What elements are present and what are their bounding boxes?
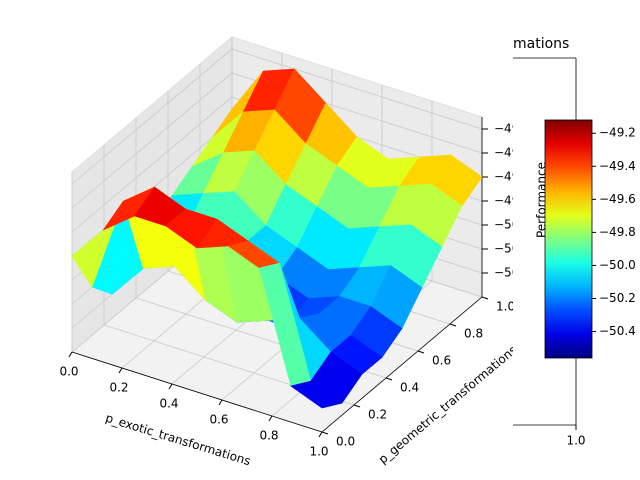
x-tick-label: 0.0 [59,365,78,379]
y-tick [481,296,489,300]
colorbar-tick-label: −50.0 [599,258,636,272]
y-tick-label: 0.6 [432,354,451,368]
y-tick [385,377,393,381]
grid-line [71,96,483,233]
x-tick-label: 0.6 [209,413,228,427]
x-tick [268,415,273,422]
x-tick-label: 0.4 [159,397,178,411]
x-tick [118,367,123,374]
y-tick-label: 0.8 [464,327,483,341]
y-tick [321,431,329,435]
chart-title: mations [513,36,569,52]
colorbar-tick-label: −50.4 [599,324,636,338]
y-tick-label: 0.0 [336,435,355,449]
x-tick [68,351,73,358]
colorbar-tick-label: −49.8 [599,225,636,239]
y-tick [353,404,361,408]
x-tick-label: 1.0 [309,445,328,459]
y-tick-label: 1.0 [496,300,515,314]
y-tick [417,350,425,354]
x-tick [318,431,323,438]
plot-area: 0.00.20.40.60.81.00.00.20.40.60.81.0−50.… [59,35,531,469]
grid-line [71,48,483,185]
y-tick-label: 0.4 [400,381,419,395]
x-axis-line [71,351,323,433]
colorbar-tick-label: −49.6 [599,192,636,206]
x-axis-label: p_exotic_transformations [104,411,252,469]
x-tick [218,399,223,406]
colorbar-tick-label: −49.2 [599,126,636,140]
grid-line [71,72,483,209]
y-tick-label: 0.2 [368,408,387,422]
x-tick [168,383,173,390]
y-tick [449,323,457,327]
overlay: 1.0mationsPerformance−50.4−50.2−50.0−49.… [513,36,636,448]
extra-axis-tick-label: 1.0 [566,434,585,448]
colorbar-tick-label: −50.2 [599,291,636,305]
y-axis-line [321,296,483,433]
colorbar-tick-label: −49.4 [599,159,636,173]
x-tick-label: 0.2 [109,381,128,395]
surface-cell [290,380,343,409]
colorbar [544,119,593,359]
x-tick-label: 0.8 [259,429,278,443]
